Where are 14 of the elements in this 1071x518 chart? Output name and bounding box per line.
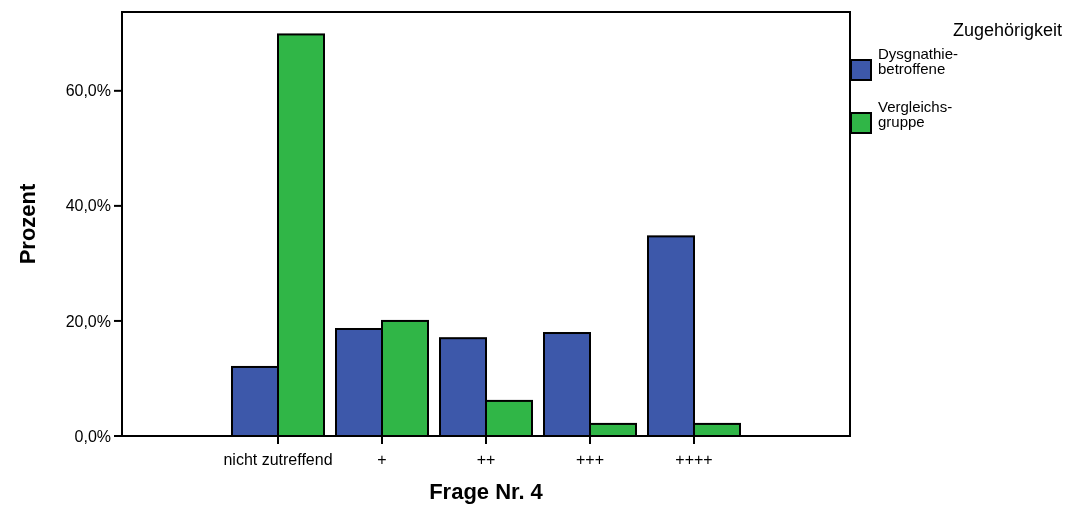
y-tick-label: 40,0% xyxy=(65,197,111,215)
x-tick-label: + xyxy=(377,451,387,468)
x-tick-label: nicht zutreffend xyxy=(223,451,333,468)
legend-label: Dysgnathie- betroffene xyxy=(878,45,959,78)
y-tick-label: 20,0% xyxy=(65,312,111,330)
y-tick-label: 0,0% xyxy=(74,427,111,445)
legend-label: Vergleichs- gruppe xyxy=(878,98,953,131)
y-axis-title: Prozent xyxy=(15,183,40,265)
x-tick-label: ++++ xyxy=(675,451,713,468)
x-tick-label: +++ xyxy=(575,451,605,468)
y-tick-label: 60,0% xyxy=(65,82,111,100)
x-tick-label: ++ xyxy=(476,451,496,468)
x-axis-title: Frage Nr. 4 xyxy=(429,479,544,504)
legend-title: Zugehörigkeit xyxy=(952,20,1062,40)
